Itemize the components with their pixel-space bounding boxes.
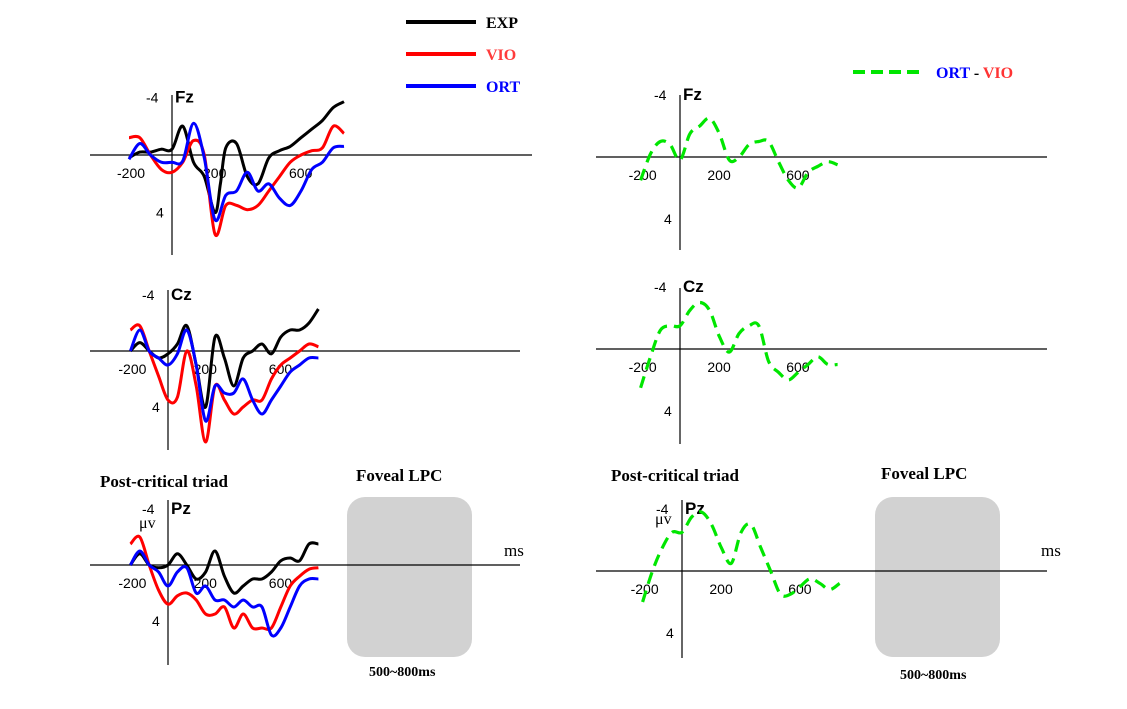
x-tick-label: 200 — [707, 359, 731, 375]
panel-right-cz: -200 200 600 -4 4 Cz — [596, 277, 1047, 444]
electrode-label: Fz — [683, 85, 702, 104]
x-tick-label: 600 — [269, 575, 293, 591]
lpc-window-right — [875, 497, 1000, 657]
x-tick-label: -200 — [629, 359, 657, 375]
series-line-ort-minus-vio — [641, 510, 841, 603]
left-triad-label: Post-critical triad — [100, 472, 228, 491]
right-unit-ms: ms — [1041, 541, 1061, 560]
x-tick-label: -200 — [118, 575, 146, 591]
series-line-exp — [128, 100, 345, 215]
right-triad-label: Post-critical triad — [611, 466, 739, 485]
y-tick-label: -4 — [142, 501, 155, 517]
diff-legend: ORT - VIO — [853, 65, 1013, 82]
series-line-ort — [129, 549, 319, 638]
x-tick-label: 200 — [707, 167, 731, 183]
series-line-exp — [129, 308, 320, 409]
series-line-ort — [127, 121, 345, 223]
right-window-label: 500~800ms — [900, 668, 967, 683]
electrode-label: Pz — [685, 499, 705, 518]
x-tick-label: -200 — [117, 165, 145, 181]
lpc-window-left — [347, 497, 472, 657]
diff-legend-label-a: ORT — [936, 65, 970, 82]
legend-label-ort: ORT — [486, 79, 520, 96]
series-line-ort-minus-vio — [639, 116, 839, 190]
panel-left-pz: -200 200 600 -4 4 Pz — [90, 499, 520, 665]
series-line-vio — [129, 323, 319, 444]
x-tick-label: -200 — [118, 361, 146, 377]
electrode-label: Pz — [171, 499, 191, 518]
y-tick-label: 4 — [664, 403, 672, 419]
y-tick-label: 4 — [664, 211, 672, 227]
left-unit-ms: ms — [504, 541, 524, 560]
x-tick-label: 200 — [194, 575, 218, 591]
series-line-ort — [129, 328, 319, 423]
series-line-vio — [129, 534, 319, 632]
legend-label-vio: VIO — [486, 47, 516, 64]
legend-label-exp: EXP — [486, 15, 518, 32]
y-tick-label: -4 — [142, 287, 155, 303]
x-tick-label: 600 — [786, 359, 810, 375]
left-window-label: 500~800ms — [369, 665, 436, 680]
x-tick-label: 200 — [709, 581, 733, 597]
y-tick-label: 4 — [152, 399, 160, 415]
right-unit-uv: μv — [655, 511, 672, 528]
diff-legend-label: ORT - VIO — [936, 65, 1013, 82]
y-tick-label: -4 — [656, 501, 669, 517]
diff-legend-sep: - — [970, 65, 983, 82]
electrode-label: Cz — [171, 285, 192, 304]
legend: EXP VIO ORT — [406, 15, 520, 96]
series-line-exp — [129, 541, 319, 595]
y-tick-label: 4 — [152, 613, 160, 629]
right-lpc-label: Foveal LPC — [881, 464, 967, 483]
y-tick-label: 4 — [666, 625, 674, 641]
diff-legend-label-b: VIO — [983, 65, 1013, 82]
electrode-label: Cz — [683, 277, 704, 296]
y-tick-label: -4 — [654, 279, 667, 295]
series-line-ort-minus-vio — [639, 300, 838, 389]
electrode-label: Fz — [175, 87, 194, 106]
left-unit-uv: μv — [139, 515, 156, 532]
y-tick-label: -4 — [146, 89, 159, 105]
y-tick-label: -4 — [654, 87, 667, 103]
left-lpc-label: Foveal LPC — [356, 466, 442, 485]
series-line-vio — [128, 124, 346, 238]
y-tick-label: 4 — [156, 205, 164, 221]
x-tick-label: -200 — [631, 581, 659, 597]
